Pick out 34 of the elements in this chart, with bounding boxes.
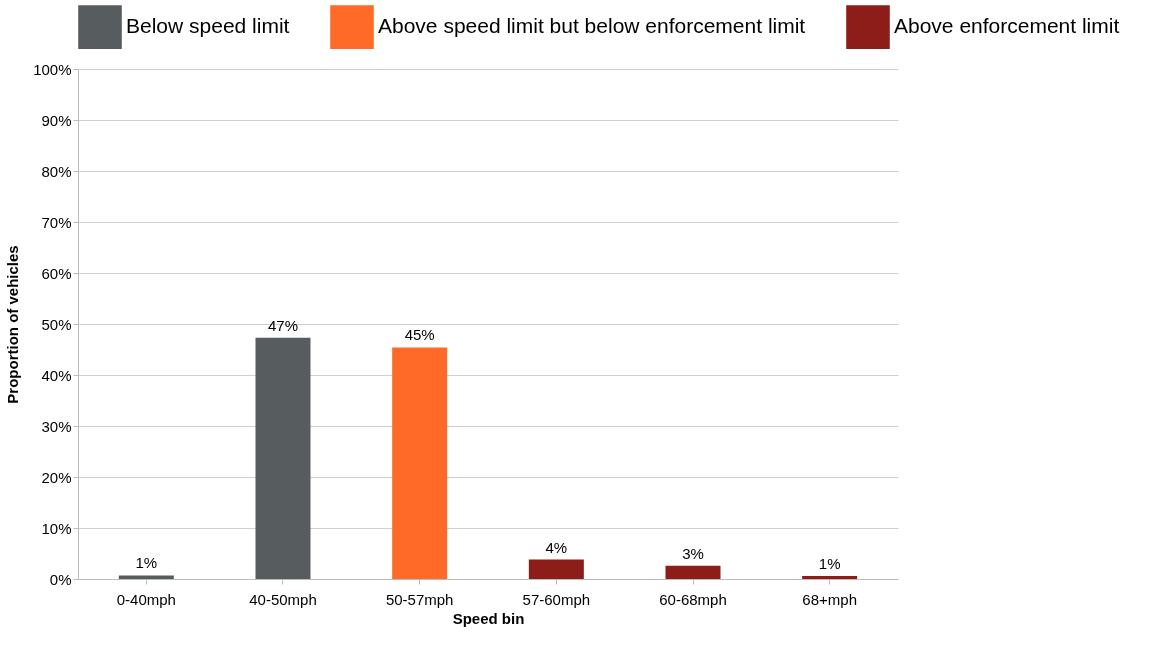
x-axis-title: Speed bin [452, 609, 525, 627]
data-label: 4% [545, 538, 568, 556]
data-label: 45% [404, 326, 435, 344]
bar [802, 575, 858, 579]
bar [255, 337, 311, 579]
y-tick-label: 60% [41, 264, 72, 282]
y-tick-label: 50% [41, 315, 72, 333]
data-label: 3% [682, 544, 704, 562]
data-label: 1% [135, 554, 158, 572]
bar [118, 575, 174, 579]
y-tick-label: 30% [41, 417, 72, 435]
y-tick-label: 40% [41, 366, 72, 384]
y-tick-label: 100% [33, 60, 72, 78]
y-tick-label: 80% [41, 162, 72, 180]
y-tick-label: 70% [41, 213, 72, 231]
x-tick-label: 0-40mph [116, 590, 176, 608]
y-tick-label: 20% [41, 468, 72, 486]
legend-label: Below speed limit [126, 14, 290, 38]
legend-label: Above enforcement limit [894, 14, 1120, 38]
bar [392, 347, 448, 579]
y-tick-label: 10% [41, 519, 72, 537]
x-tick-label: 40-50mph [249, 590, 317, 608]
data-label: 1% [818, 554, 841, 572]
bar [528, 559, 584, 579]
y-tick-label: 0% [49, 570, 72, 588]
y-axis-title: Proportion of vehicles [4, 245, 22, 404]
y-tick-label: 90% [41, 111, 72, 129]
x-tick-label: 50-57mph [385, 590, 454, 608]
legend-label: Above speed limit but below enforcement limit [378, 14, 806, 38]
x-tick-label: 68+mph [802, 590, 857, 608]
data-label: 47% [267, 316, 299, 334]
x-tick-label: 57-60mph [522, 590, 591, 608]
bar [665, 565, 721, 579]
x-tick-label: 60-68mph [659, 590, 727, 608]
